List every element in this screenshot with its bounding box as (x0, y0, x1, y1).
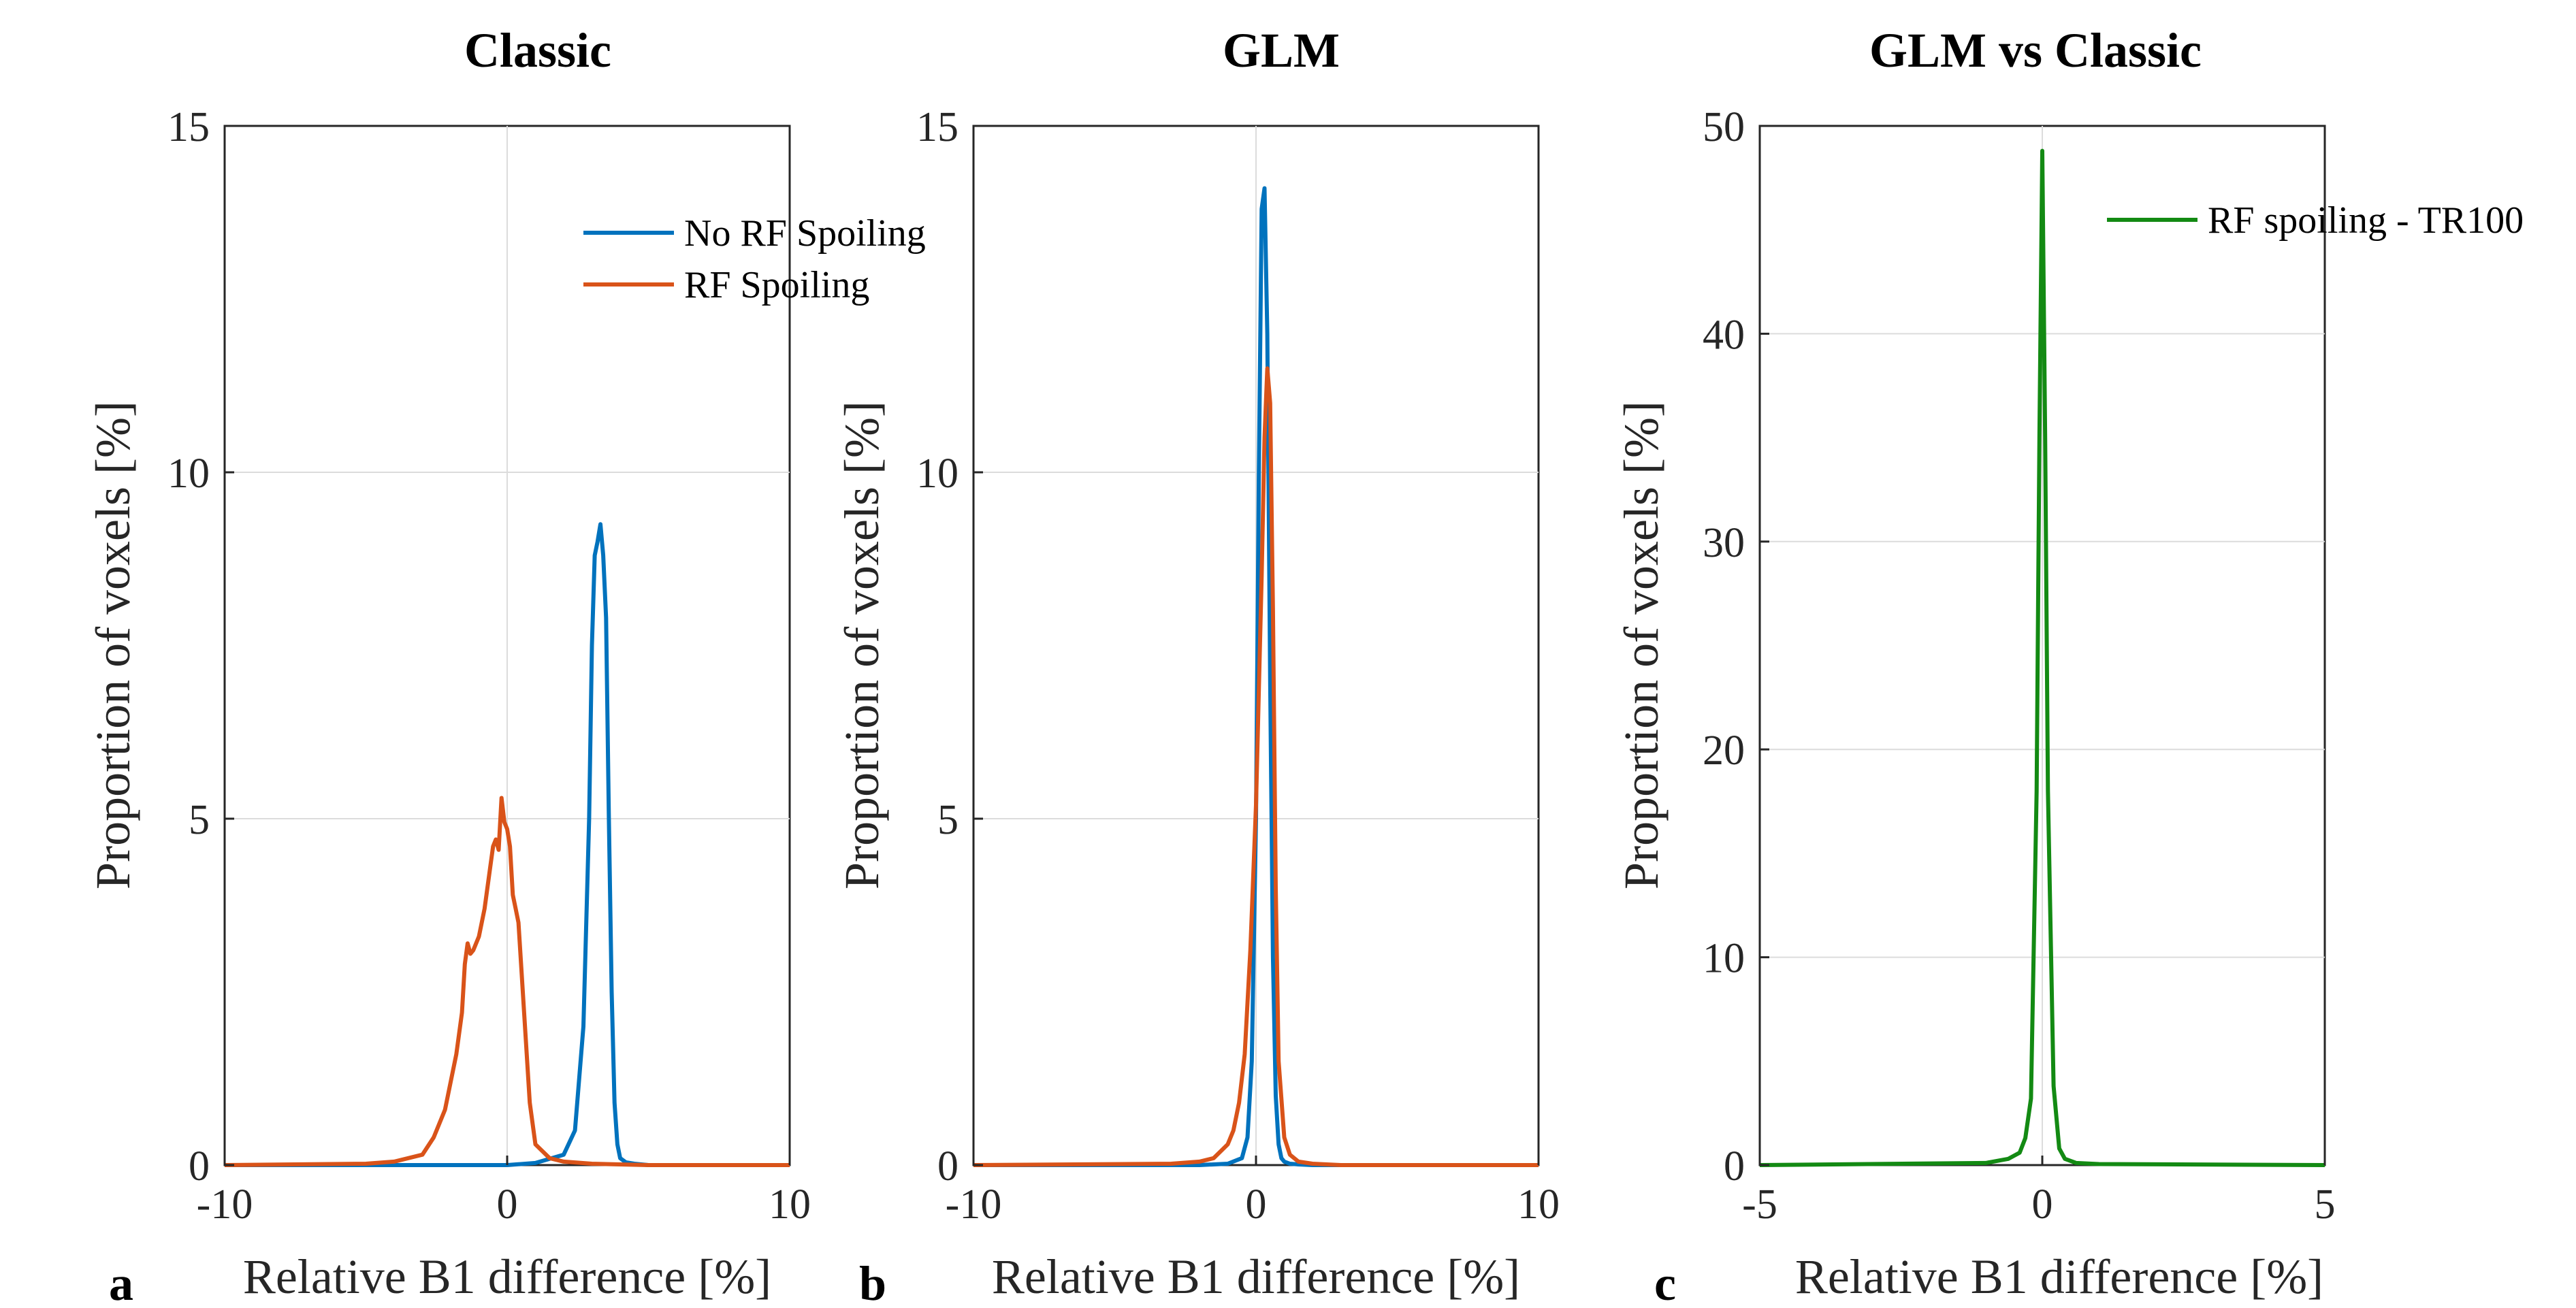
panel-b-xtick-label: 0 (1246, 1181, 1267, 1228)
panel-c-ylabel: Proportion of voxels [%] (1614, 401, 1669, 889)
panel-a-xtick-label: -10 (197, 1181, 253, 1228)
panel-c-ytick-label: 0 (1724, 1143, 1745, 1190)
panel-c-ytick-label: 10 (1703, 936, 1745, 982)
panel-a-xticks: -10 0 10 (197, 1156, 811, 1228)
legend-label-rf-spoiling: RF Spoiling (684, 264, 869, 306)
panel-a-ytick-label: 0 (189, 1143, 210, 1190)
panel-a-series-rf-spoiling (224, 796, 790, 1167)
panel-b-xtick-label: -10 (946, 1181, 1002, 1228)
legend-label-no-rf-spoiling: No RF Spoiling (684, 212, 926, 255)
panel-c-xtick-label: 0 (2032, 1181, 2053, 1228)
panel-b-ytick-label: 0 (937, 1143, 959, 1190)
panel-a-yticks: 0 5 10 15 (167, 104, 234, 1190)
panel-a-title: Classic (464, 23, 611, 78)
panel-b-xtick-label: 10 (1517, 1181, 1560, 1228)
panel-a-ytick-label: 5 (189, 797, 210, 843)
panel-c-legend: RF spoiling - TR100 (2107, 199, 2524, 242)
panel-c-xlabel: Relative B1 difference [%] (1795, 1249, 2323, 1304)
panel-c-ytick-label: 20 (1703, 727, 1745, 774)
panel-c-yticks: 0 10 20 30 40 50 (1703, 104, 1769, 1190)
panel-c-xtick-label: -5 (1742, 1181, 1777, 1228)
panel-a-xlabel: Relative B1 difference [%] (243, 1249, 771, 1304)
panel-c-series-rf-spoiling-tr100 (1759, 148, 2325, 1167)
panel-b-series-rf-spoiling (973, 366, 1539, 1167)
panel-b-ylabel: Proportion of voxels [%] (835, 401, 889, 889)
panel-c-ytick-label: 30 (1703, 520, 1745, 566)
panel-b-ytick-label: 10 (916, 451, 959, 497)
panel-c-ytick-label: 40 (1703, 312, 1745, 358)
panel-b-series-no-rf-spoiling (973, 186, 1539, 1167)
panel-c-title: GLM vs Classic (1869, 23, 2202, 78)
panel-b-yticks: 0 5 10 15 (916, 104, 983, 1190)
panel-a-xtick-label: 10 (769, 1181, 811, 1228)
panel-a-xtick-label: 0 (497, 1181, 518, 1228)
panel-b-xlabel: Relative B1 difference [%] (992, 1249, 1520, 1304)
panel-c-xtick-label: 5 (2315, 1181, 2336, 1228)
panel-b-letter: b (859, 1256, 886, 1308)
panel-a-legend: No RF Spoiling RF Spoiling (583, 212, 926, 306)
panel-b-series (973, 186, 1539, 1167)
panel-a-gridlines (225, 126, 790, 1165)
legend-label-rf-spoiling-tr100: RF spoiling - TR100 (2208, 199, 2524, 242)
panel-c-letter: c (1654, 1256, 1676, 1308)
panel-a-ytick-label: 15 (167, 104, 210, 150)
panel-c-series (1759, 148, 2325, 1167)
panel-b-ytick-label: 15 (916, 104, 959, 150)
panel-a-series (224, 522, 790, 1167)
panel-c-ytick-label: 50 (1703, 104, 1745, 150)
panel-a-letter: a (109, 1256, 133, 1308)
panel-b-title: GLM (1223, 23, 1340, 78)
panel-b-xticks: -10 0 10 (946, 1156, 1560, 1228)
panel-c-xticks: -5 0 5 (1742, 1156, 2336, 1228)
panel-a-ylabel: Proportion of voxels [%] (86, 401, 140, 889)
panel-a-ytick-label: 10 (167, 451, 210, 497)
panel-b-ytick-label: 5 (937, 797, 959, 843)
